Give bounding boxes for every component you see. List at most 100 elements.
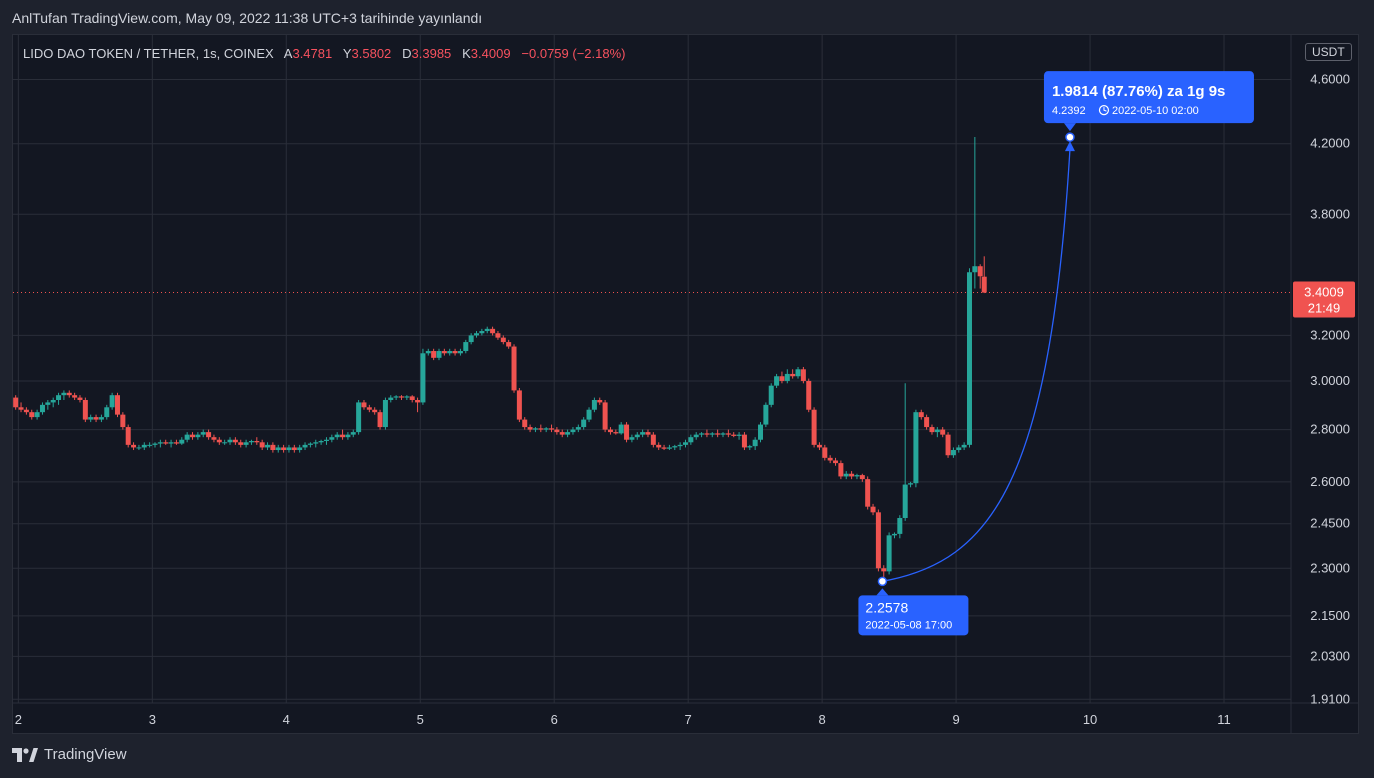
candle-body	[50, 399, 56, 403]
candle-body	[200, 432, 206, 435]
candle-body	[849, 473, 855, 477]
target-annotation-price: 4.2392	[1052, 105, 1086, 117]
y-tick-label: 2.6000	[1310, 474, 1350, 489]
candle-body	[313, 442, 319, 444]
candle-body	[259, 442, 265, 448]
candle-body	[747, 446, 753, 448]
candle-body	[816, 444, 822, 448]
candle-body	[152, 443, 158, 445]
x-tick-label: 7	[685, 712, 692, 727]
y-tick-label: 2.0300	[1310, 648, 1350, 663]
y-tick-label: 2.4500	[1310, 516, 1350, 531]
candle-body	[350, 432, 356, 435]
footer-brand[interactable]: TradingView	[12, 746, 127, 763]
y-tick-label: 3.0000	[1310, 373, 1350, 388]
candle-body	[549, 428, 555, 430]
candle-body	[554, 429, 560, 433]
candle-body	[382, 399, 388, 428]
target-annotation-box	[1043, 71, 1254, 124]
candle-body	[232, 439, 238, 443]
legend-open-label: A	[283, 46, 293, 61]
candle-body	[147, 444, 153, 446]
candle-body	[265, 444, 271, 448]
candle-body	[72, 395, 78, 398]
candle-body	[29, 412, 35, 418]
candle-body	[404, 396, 410, 398]
candle-body	[640, 432, 646, 435]
candle-body	[629, 437, 635, 440]
candle-body	[758, 424, 764, 440]
candle-body	[206, 432, 212, 438]
candle-body	[607, 429, 613, 433]
y-tick-label: 3.8000	[1310, 206, 1350, 221]
candle-body	[656, 444, 662, 448]
low-annotation-value: 2.2578	[865, 599, 908, 615]
currency-button[interactable]: USDT	[1305, 43, 1352, 61]
candle-body	[184, 434, 190, 440]
candle-body	[522, 419, 528, 428]
candle-body	[795, 369, 801, 377]
candle-body	[940, 429, 946, 435]
price-chart[interactable]: 4.6000 4.2000 3.8000 3.2000 3.0000 2.8000 2.60…	[13, 35, 1358, 733]
candle-body	[270, 444, 276, 451]
candle-body	[822, 447, 828, 458]
candle-body	[977, 266, 983, 277]
candle-body	[474, 333, 480, 336]
candle-body	[323, 439, 329, 442]
candle-body	[340, 434, 346, 438]
candle-body	[56, 395, 62, 400]
candle-body	[248, 441, 254, 443]
candle-body	[157, 442, 163, 444]
candle-body	[806, 380, 812, 410]
candle-body	[420, 353, 426, 403]
candle-body	[366, 407, 372, 410]
candle-body	[307, 443, 313, 445]
candle-body	[843, 473, 849, 477]
candle-body	[645, 432, 651, 435]
x-tick-label: 10	[1083, 712, 1097, 727]
candle-body	[934, 429, 940, 433]
candle-body	[677, 444, 683, 447]
chart-panel[interactable]: 4.6000 4.2000 3.8000 3.2000 3.0000 2.8000 2.60…	[12, 34, 1359, 734]
target-annotation-date: 2022-05-10 02:00	[1112, 105, 1199, 117]
legend-open: 3.4781	[292, 46, 333, 61]
candle-body	[613, 432, 619, 434]
y-tick-label: 2.3000	[1310, 560, 1350, 575]
legend-change: −0.0759 (−2.18%)	[521, 46, 626, 61]
candle-body	[913, 412, 919, 484]
candle-body	[398, 396, 404, 398]
candle-body	[736, 434, 742, 436]
y-tick-label: 2.8000	[1310, 422, 1350, 437]
target-point-marker	[1065, 132, 1075, 142]
candle-body	[929, 427, 935, 433]
candle-body	[211, 437, 217, 440]
last-price-badge	[1293, 281, 1355, 318]
candle-body	[597, 399, 603, 403]
candle-body	[918, 412, 924, 418]
candle-body	[704, 433, 710, 435]
candle-body	[125, 427, 131, 445]
candle-body	[98, 417, 104, 420]
projection-arrowhead	[1064, 141, 1075, 152]
candle-body	[82, 399, 88, 420]
candle-body	[731, 434, 737, 436]
x-tick-label: 5	[417, 712, 424, 727]
candle-body	[634, 434, 640, 438]
candle-body	[393, 396, 399, 398]
y-tick-label: 1.9100	[1310, 691, 1350, 706]
candle-body	[602, 402, 608, 430]
candle-body	[854, 475, 860, 477]
candle-body	[334, 434, 340, 438]
candle-body	[581, 419, 587, 428]
candle-body	[618, 424, 624, 434]
candle-body	[902, 484, 908, 519]
candle-body	[575, 427, 581, 430]
candle-body	[120, 414, 126, 428]
candle-body	[945, 434, 951, 456]
candle-body	[565, 432, 571, 435]
candle-body	[66, 392, 72, 396]
candle-body	[452, 351, 458, 354]
candle-body	[666, 447, 672, 449]
last-price-value: 3.4009	[1304, 284, 1344, 299]
candle-body	[752, 439, 758, 447]
